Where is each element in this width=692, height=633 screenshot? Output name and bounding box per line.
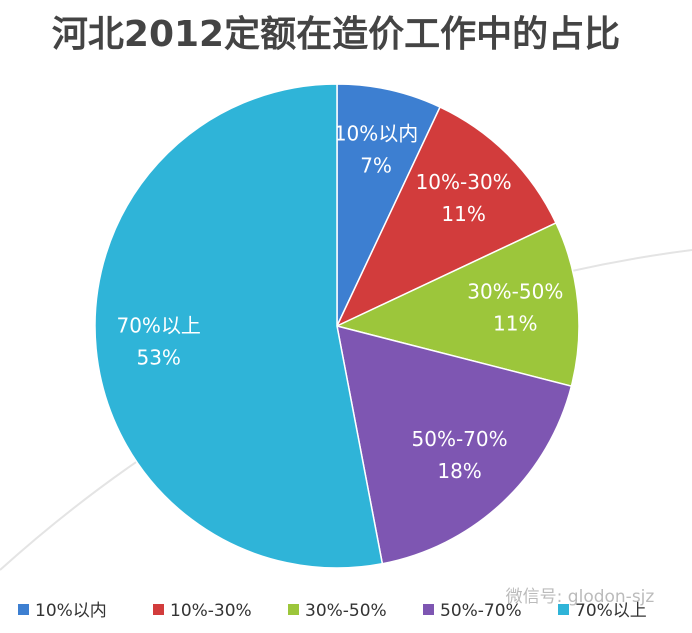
slice-category-label: 10%以内 [334,122,418,146]
pie-slice [334,221,580,388]
slice-value-label: 18% [437,459,481,483]
chart-title: 河北2012定额在造价工作中的占比 [52,14,620,55]
slice-category-label: 30%-50% [467,280,563,304]
legend-label: 30%-50% [305,601,387,621]
legend-swatch [153,604,164,615]
slice-category-label: 10%-30% [416,170,512,194]
slice-value-label: 11% [493,312,537,336]
legend-swatch [288,604,299,615]
pie-slice [336,83,442,327]
legend-label: 10%-30% [170,601,252,621]
pie-slice [335,106,557,328]
legend-swatch [18,604,29,615]
slice-category-label: 70%以上 [116,313,200,337]
slice-value-label: 11% [441,202,485,226]
pie-slice [94,83,384,569]
legend-swatch [423,604,434,615]
slice-value-label: 53% [136,345,180,369]
watermark: 微信号: glodon-sjz [506,587,655,607]
legend-label: 50%-70% [440,601,522,621]
legend-label: 70%以上 [575,601,647,621]
slice-value-label: 7% [360,154,392,178]
slice-category-label: 50%-70% [412,427,508,451]
pie-slice [336,324,573,565]
legend-swatch [558,604,569,615]
legend-label: 10%以内 [35,601,107,621]
